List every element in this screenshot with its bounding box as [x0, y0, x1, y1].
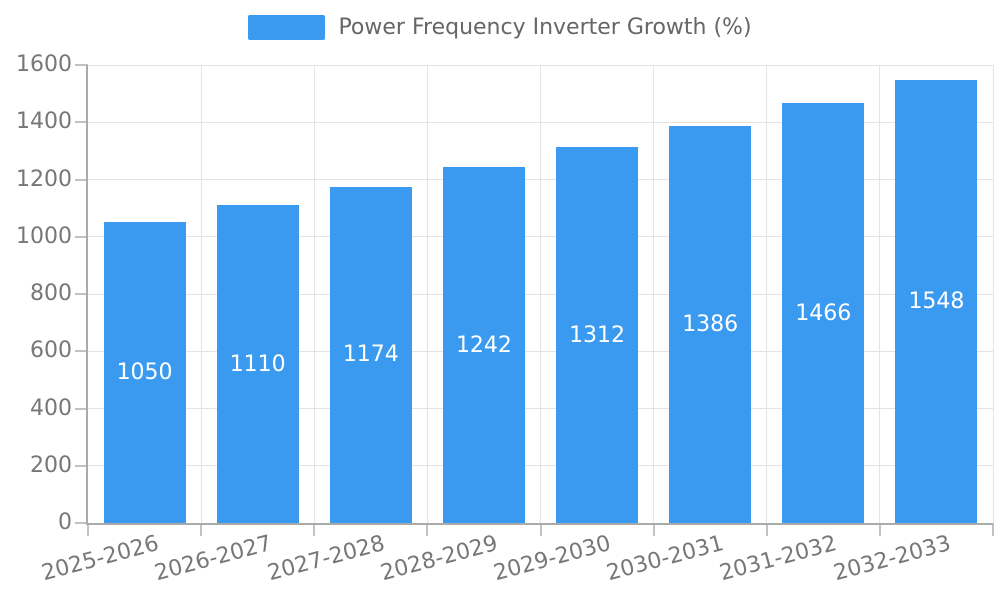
- y-axis-line: [86, 65, 88, 523]
- y-axis-tick-label: 1400: [16, 109, 72, 135]
- gridline-vertical: [426, 65, 428, 523]
- gridline-vertical: [540, 65, 541, 523]
- y-axis-tick-mark: [75, 407, 88, 410]
- x-axis-tick-label: 2028-2029: [378, 531, 501, 587]
- x-axis-tick-label: 2026-2027: [151, 531, 275, 587]
- y-axis-tick-label: 1600: [16, 52, 72, 77]
- y-axis-tick-mark: [75, 293, 88, 295]
- gridline-vertical: [766, 65, 768, 523]
- gridline-vertical: [653, 65, 655, 523]
- y-axis-tick-label: 400: [30, 395, 72, 421]
- x-axis-tick-label: 2025-2026: [38, 531, 162, 587]
- bar[interactable]: 1110: [216, 205, 299, 523]
- y-axis-tick-label: 1200: [16, 166, 72, 192]
- bar[interactable]: 1242: [442, 167, 525, 523]
- bar-value-label: 1050: [116, 360, 173, 386]
- bar-value-label: 1312: [569, 322, 626, 348]
- x-axis-tick-mark: [539, 523, 542, 536]
- y-axis-tick-mark: [75, 64, 88, 66]
- bar[interactable]: 1548: [895, 79, 978, 523]
- x-axis-line: [86, 523, 993, 525]
- bar-value-label: 1466: [795, 300, 852, 326]
- bar[interactable]: 1174: [329, 186, 412, 523]
- gridline-vertical: [313, 65, 315, 523]
- bar[interactable]: 1386: [669, 126, 752, 523]
- legend-label: Power Frequency Inverter Growth (%): [338, 15, 752, 40]
- legend-item[interactable]: Power Frequency Inverter Growth (%): [0, 15, 1000, 40]
- y-axis-tick-label: 1000: [16, 223, 72, 249]
- bar-value-label: 1110: [229, 351, 286, 377]
- bar-value-label: 1548: [908, 288, 965, 314]
- bar[interactable]: 1050: [103, 222, 186, 523]
- x-axis-tick-mark: [652, 523, 655, 536]
- y-axis-tick-label: 200: [30, 452, 72, 478]
- y-axis-tick-mark: [75, 235, 88, 238]
- x-axis-tick-label: 2029-2030: [491, 531, 614, 587]
- y-axis-tick-mark: [75, 522, 88, 524]
- x-axis-tick-mark: [313, 523, 316, 536]
- x-axis-tick-mark: [426, 523, 429, 536]
- bar-value-label: 1242: [455, 332, 512, 358]
- x-axis-tick-mark: [87, 523, 89, 536]
- x-axis-tick-label: 2027-2028: [264, 531, 388, 587]
- y-axis-tick-label: 800: [30, 281, 72, 306]
- y-axis-tick-mark: [75, 178, 88, 181]
- bar[interactable]: 1312: [556, 147, 639, 523]
- x-axis-tick-label: 2030-2031: [604, 531, 727, 587]
- x-axis-tick-mark: [992, 523, 994, 536]
- y-axis-tick-mark: [75, 121, 88, 124]
- gridline-vertical: [200, 65, 202, 523]
- legend-swatch: [248, 15, 326, 40]
- x-axis-tick-mark: [765, 523, 768, 536]
- gridline-vertical: [992, 65, 994, 523]
- bar[interactable]: 1466: [782, 103, 865, 523]
- y-axis-tick-label: 600: [30, 338, 72, 364]
- gridline-vertical: [879, 65, 881, 523]
- y-axis-tick-mark: [75, 464, 88, 467]
- bar-value-label: 1174: [342, 342, 399, 368]
- bar-value-label: 1386: [682, 312, 739, 338]
- x-axis-tick-label: 2032-2033: [830, 531, 953, 587]
- x-axis-tick-mark: [878, 523, 881, 536]
- y-axis-tick-label: 0: [58, 510, 72, 535]
- y-axis-tick-mark: [75, 350, 88, 353]
- x-axis-tick-mark: [200, 523, 203, 536]
- x-axis-tick-label: 2031-2032: [717, 531, 840, 587]
